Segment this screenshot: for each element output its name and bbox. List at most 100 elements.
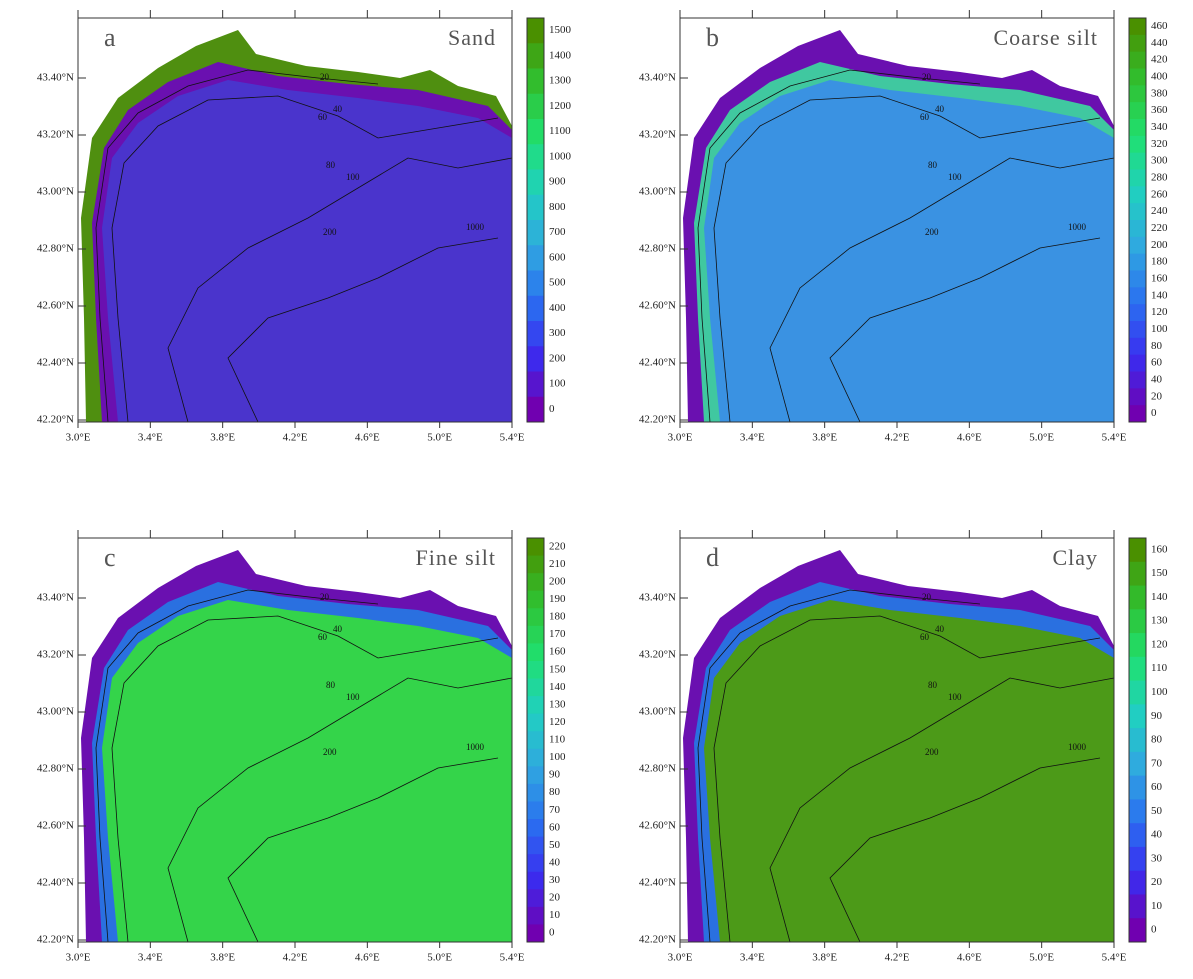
colorbar-tick-label: 600 <box>549 251 566 263</box>
colorbar-segment <box>1129 169 1146 187</box>
colorbar-tick-label: 160 <box>1151 272 1168 284</box>
contour <box>95 69 379 423</box>
colorbar-segment <box>1129 823 1146 848</box>
colorbar-tick-label: 300 <box>549 327 566 339</box>
contour <box>697 589 981 943</box>
colorbar-tick-label: 120 <box>549 716 566 728</box>
lat-tick-label: 43.00°N <box>37 186 74 198</box>
colorbar-segment <box>1129 728 1146 753</box>
colorbar-tick-label: 50 <box>549 839 561 851</box>
colorbar-tick-label: 70 <box>549 804 561 816</box>
contour <box>713 95 1101 423</box>
colorbar-segment <box>1129 538 1146 563</box>
contour <box>697 69 981 423</box>
contour <box>111 95 499 423</box>
colorbar-tick-label: 150 <box>1151 567 1168 579</box>
colorbar-tick-label: 110 <box>549 734 566 746</box>
panel-letter: a <box>104 23 116 52</box>
colorbar-tick-label: 130 <box>549 698 566 710</box>
lat-tick-label: 42.20°N <box>639 934 676 946</box>
contour-label: 1000 <box>1068 222 1087 232</box>
lat-tick-label: 43.00°N <box>37 706 74 718</box>
colorbar-segment <box>1129 253 1146 271</box>
colorbar-segment <box>527 889 544 908</box>
contour-label: 80 <box>928 160 938 170</box>
contour-label: 200 <box>323 227 337 237</box>
colorbar-tick-label: 0 <box>1151 924 1157 936</box>
colorbar-tick-label: 440 <box>1151 37 1168 49</box>
colorbar-segment <box>1129 656 1146 682</box>
lon-tick-label: 3.8°E <box>812 432 837 444</box>
contour-label: 40 <box>333 104 343 114</box>
colorbar-tick-label: 1000 <box>549 150 572 162</box>
panel-letter: d <box>706 543 719 572</box>
colorbar-segment <box>1129 18 1146 36</box>
colorbar-segment <box>527 660 544 680</box>
colorbar-tick-label: 20 <box>1151 876 1163 888</box>
colorbar-segment <box>527 766 544 785</box>
lon-tick-label: 3.8°E <box>210 432 235 444</box>
sea <box>704 80 1114 422</box>
colorbar-tick-label: 1300 <box>549 75 572 87</box>
colorbar-tick-label: 150 <box>549 663 566 675</box>
colorbar-tick-label: 140 <box>1151 289 1168 301</box>
colorbar-tick-label: 40 <box>549 856 561 868</box>
contour <box>95 589 379 943</box>
colorbar-segment <box>527 396 544 423</box>
colorbar-segment <box>527 169 544 196</box>
colorbar-segment <box>527 819 544 838</box>
colorbar-segment <box>1129 799 1146 824</box>
lon-tick-label: 4.2°E <box>283 952 308 964</box>
colorbar-segment <box>527 906 544 925</box>
lon-tick-label: 3.0°E <box>66 952 91 964</box>
colorbar-tick-label: 210 <box>549 558 566 570</box>
contour <box>713 615 1101 943</box>
panel-title: Sand <box>448 25 496 50</box>
colorbar-tick-label: 400 <box>549 302 566 314</box>
colorbar-segment <box>1129 186 1146 204</box>
colorbar-tick-label: 30 <box>549 874 561 886</box>
contour-label: 20 <box>922 592 932 602</box>
colorbar-frame <box>526 17 545 423</box>
lon-tick-label: 3.4°E <box>740 432 765 444</box>
contour <box>167 677 513 943</box>
colorbar-tick-label: 40 <box>1151 829 1163 841</box>
lon-tick-label: 5.0°E <box>427 432 452 444</box>
colorbar-segment <box>527 573 544 592</box>
lon-tick-label: 4.6°E <box>355 952 380 964</box>
colorbar-tick-label: 170 <box>549 628 566 640</box>
lon-tick-label: 5.0°E <box>1029 432 1054 444</box>
colorbar-tick-label: 20 <box>549 892 561 904</box>
colorbar-tick-label: 1200 <box>549 100 572 112</box>
colorbar-segment <box>527 68 544 95</box>
colorbar-segment <box>527 270 544 297</box>
colorbar-segment <box>1129 751 1146 777</box>
contour-label: 20 <box>320 592 330 602</box>
colorbar-segment <box>1129 85 1146 103</box>
colorbar-tick-label: 140 <box>1151 591 1168 603</box>
colorbar-segment <box>1129 34 1146 53</box>
colorbar-segment <box>527 538 544 557</box>
lat-tick-label: 42.40°N <box>639 877 676 889</box>
lon-tick-label: 3.4°E <box>740 952 765 964</box>
colorbar-tick-label: 0 <box>549 403 555 415</box>
contour-label: 40 <box>935 624 945 634</box>
lon-tick-label: 3.8°E <box>210 952 235 964</box>
colorbar-tick-label: 340 <box>1151 121 1168 133</box>
lon-tick-label: 4.2°E <box>885 432 910 444</box>
contour-label: 1000 <box>466 742 485 752</box>
colorbar-frame <box>1128 17 1147 423</box>
colorbar-tick-label: 220 <box>549 540 566 552</box>
colorbar-segment <box>527 696 544 715</box>
contour <box>111 615 499 943</box>
colorbar-segment <box>1129 287 1146 305</box>
colorbar-segment <box>1129 680 1146 705</box>
colorbar-segment <box>527 924 544 943</box>
colorbar-tick-label: 180 <box>549 611 566 623</box>
panel-title: Fine silt <box>415 545 496 570</box>
contour <box>769 677 1115 943</box>
colorbar-segment <box>527 144 544 170</box>
